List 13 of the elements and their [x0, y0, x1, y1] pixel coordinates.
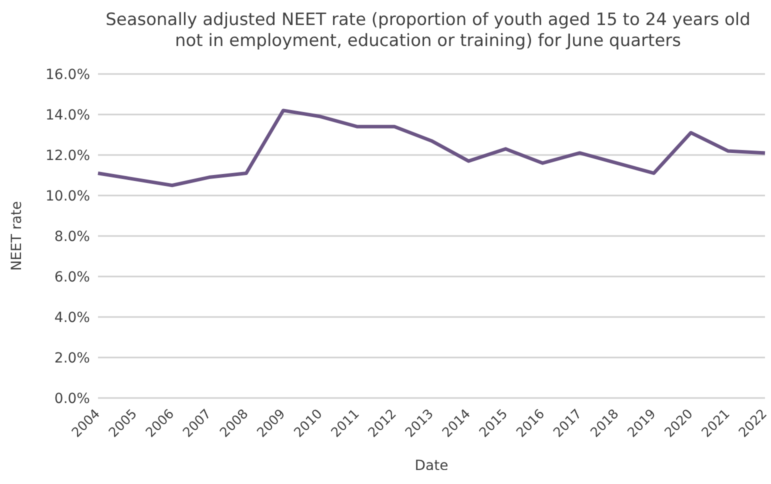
y-tick-label: 8.0%: [54, 228, 90, 245]
y-tick-label: 12.0%: [46, 148, 90, 164]
y-tick-label: 0.0%: [54, 390, 90, 407]
y-tick-label: 10.0%: [46, 188, 90, 204]
y-tick-label: 16.0%: [46, 66, 90, 83]
y-tick-label: 14.0%: [46, 107, 90, 124]
line-series: [96, 108, 767, 188]
chart-title: Seasonally adjusted NEET rate (proportion of youth aged 15 to 24 years old not in employment, education or training) for June quarters: [104, 9, 752, 52]
y-tick-label: 6.0%: [54, 269, 90, 286]
y-axis-title: NEET rate: [8, 201, 25, 271]
y-tick-label: 4.0%: [54, 310, 90, 326]
y-tick-label: 2.0%: [54, 350, 90, 366]
x-axis-title: Date: [414, 458, 448, 474]
